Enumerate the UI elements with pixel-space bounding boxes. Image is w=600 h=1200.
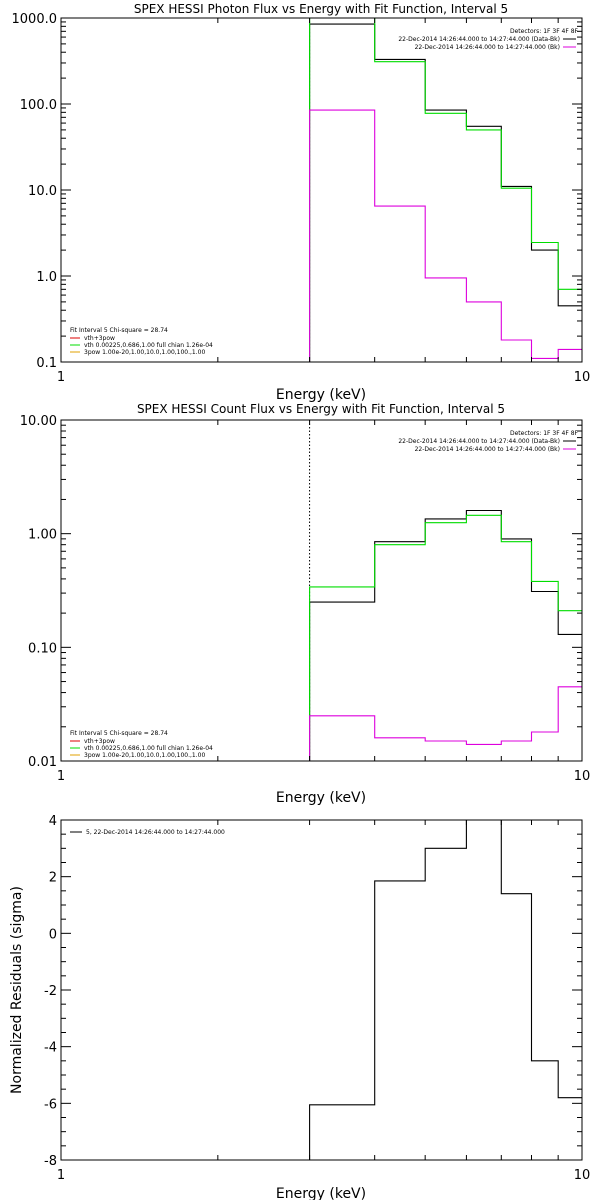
residuals-ytick-label-6: -8 (44, 1154, 57, 1169)
photon-flux-plot-frame (60, 17, 583, 363)
residuals-ytick-label-2: 0 (49, 927, 57, 942)
residuals-series-0 (309, 819, 582, 1160)
residuals-plot-frame (60, 819, 583, 1161)
photon-flux-ytick-label-3: 1.0 (36, 270, 57, 285)
count-flux-series (309, 420, 582, 761)
count-flux-ytick-label-1: 1.00 (28, 528, 57, 543)
photon-flux-ticks: 1000.0 100.0 10.0 1.0 0.11 10 (12, 12, 591, 385)
residuals-series (309, 819, 582, 1160)
count-flux-fit-header: Fit Interval 5 Chi-square = 28.74 (70, 730, 168, 737)
count-flux-xtick-label-0: 1 (57, 769, 65, 784)
photon-flux-ytick-label-4: 0.1 (36, 356, 57, 371)
residuals-legend: 5, 22-Dec-2014 14:26:44.000 to 14:27:44.… (70, 829, 225, 836)
residuals-ylabel: Normalized Residuals (sigma) (9, 886, 25, 1094)
residuals-xlabel: Energy (keV) (276, 1186, 366, 1200)
count-flux-fit-line-3pow: 3pow 1.00e-20,1.00,10.0,1.00,100.,1.00 (84, 752, 205, 759)
photon-flux-ytick-label-2: 10.0 (28, 184, 57, 199)
photon-flux-ytick-label-0: 1000.0 (12, 12, 58, 27)
count-flux-fit-line-vth: vth 0.00225,0.686,1.00 full chian 1.26e-… (84, 745, 213, 752)
photon-flux-ytick-label-1: 100.0 (20, 98, 57, 113)
photon-flux-series (309, 17, 582, 362)
photon-flux-fit-line-model: vth+3pow (84, 335, 115, 342)
residuals-xtick-label-0: 1 (57, 1168, 65, 1183)
count-flux-plot-frame (60, 419, 583, 762)
photon-flux-fit-legend: Fit Interval 5 Chi-square = 28.74 vth+3p… (70, 327, 213, 356)
count-flux-panel: SPEX HESSI Count Flux vs Energy with Fit… (20, 402, 590, 806)
residuals-ytick-label-4: -4 (44, 1041, 57, 1056)
photon-flux-panel: SPEX HESSI Photon Flux vs Energy with Fi… (12, 2, 591, 403)
photon-flux-header-line-data: 22-Dec-2014 14:26:44.000 to 14:27:44.000… (398, 36, 560, 43)
photon-flux-series-1 (309, 17, 582, 362)
photon-flux-detectors: Detectors: 1F 3F 4F 8F (510, 28, 579, 35)
photon-flux-title: SPEX HESSI Photon Flux vs Energy with Fi… (134, 2, 508, 16)
photon-flux-xlabel: Energy (keV) (276, 387, 366, 403)
photon-flux-xtick-label-1: 10 (574, 370, 591, 385)
count-flux-fit-line-model: vth+3pow (84, 738, 115, 745)
photon-flux-fit-line-vth: vth 0.00225,0.686,1.00 full chian 1.26e-… (84, 342, 213, 349)
count-flux-detectors: Detectors: 1F 3F 4F 8F (510, 430, 579, 437)
count-flux-fit-legend: Fit Interval 5 Chi-square = 28.74 vth+3p… (70, 730, 213, 759)
photon-flux-header-box: Detectors: 1F 3F 4F 8F 22-Dec-2014 14:26… (398, 28, 578, 51)
residuals-ytick-label-5: -6 (44, 1097, 57, 1112)
count-flux-xtick-label-1: 10 (574, 769, 591, 784)
count-flux-title: SPEX HESSI Count Flux vs Energy with Fit… (137, 402, 505, 416)
count-flux-series-1 (309, 514, 582, 761)
count-flux-header-box: Detectors: 1F 3F 4F 8F 22-Dec-2014 14:26… (398, 430, 578, 453)
count-flux-series-2 (309, 686, 582, 761)
count-flux-ytick-label-3: 0.01 (28, 755, 57, 770)
residuals-xtick-label-1: 10 (574, 1168, 591, 1183)
count-flux-header-line-bk: 22-Dec-2014 14:26:44.000 to 14:27:44.000… (415, 446, 560, 453)
residuals-ticks: 4 2 0 -2 -4 -6 -81 10 (44, 814, 590, 1183)
photon-flux-header-line-bk: 22-Dec-2014 14:26:44.000 to 14:27:44.000… (415, 44, 560, 51)
residuals-ytick-label-1: 2 (49, 871, 57, 886)
photon-flux-fit-line-3pow: 3pow 1.00e-20,1.00,10.0,1.00,100.,1.00 (84, 349, 205, 356)
count-flux-ytick-label-2: 0.10 (28, 641, 57, 656)
count-flux-xlabel: Energy (keV) (276, 790, 366, 806)
count-flux-ytick-label-0: 10.00 (20, 414, 57, 429)
residuals-panel: 4 2 0 -2 -4 -6 -81 10 Energy (keV) Normalized R… (9, 814, 590, 1200)
residuals-ytick-label-3: -2 (44, 984, 57, 999)
photon-flux-series-2 (309, 109, 582, 362)
photon-flux-xtick-label-0: 1 (57, 370, 65, 385)
photon-flux-series-0 (309, 23, 582, 362)
count-flux-ticks: 10.00 1.00 0.10 0.011 10 (20, 414, 590, 784)
residuals-ytick-label-0: 4 (49, 814, 57, 829)
residuals-legend-text: 5, 22-Dec-2014 14:26:44.000 to 14:27:44.… (86, 829, 225, 836)
count-flux-header-line-data: 22-Dec-2014 14:26:44.000 to 14:27:44.000… (398, 438, 560, 445)
photon-flux-fit-header: Fit Interval 5 Chi-square = 28.74 (70, 327, 168, 334)
count-flux-series-0 (309, 509, 582, 761)
